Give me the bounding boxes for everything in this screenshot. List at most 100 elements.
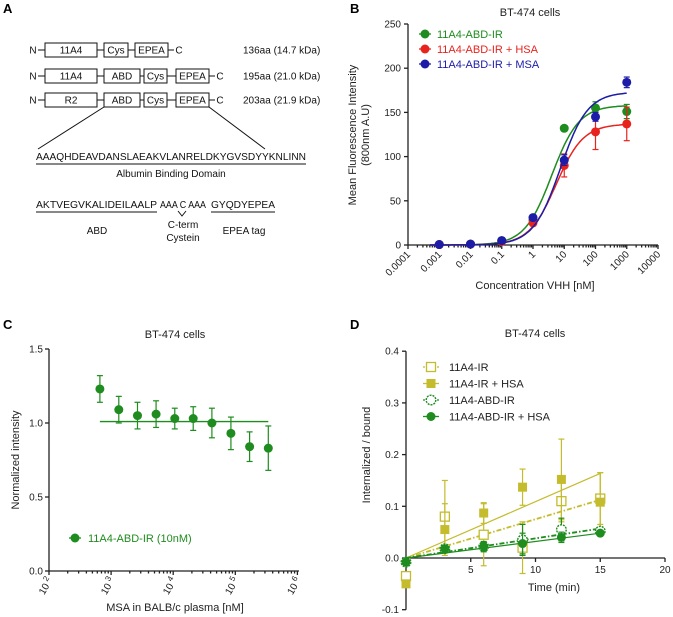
legend-label: 11A4-IR: [449, 362, 489, 374]
y-tick-label: 0.2: [385, 450, 399, 461]
domain-label: ABD: [112, 72, 133, 83]
seq2-linker: AAA C AAA: [160, 200, 206, 211]
series-4: 11A4-ABD-IR + HSA: [401, 412, 605, 567]
domain-label: EPEA: [179, 96, 206, 107]
x-tick-label: 1000: [608, 249, 632, 273]
seq2-abd-label: ABD: [87, 226, 108, 237]
data-point: [478, 529, 489, 540]
panel-a-construct-diagram: A N 11A4 Cys EPEA C 136aa (14.7 kDa) N 11A4 ABD C…: [3, 1, 320, 244]
x-axis-label: MSA in BALB/c plasma [nM]: [106, 602, 244, 614]
legend-marker: [420, 29, 430, 39]
construct-row: N R2 ABD Cys EPEA C 203aa (21.9 kDa): [29, 92, 320, 108]
c-terminus-label: C: [216, 72, 223, 83]
x-tick-label: 10000: [636, 249, 664, 277]
seq2-abd: AKTVEGVKALIDEILAALP: [36, 200, 157, 211]
series-2: 11A4-ABD-IR + HSA: [419, 44, 632, 250]
domain-label: R2: [65, 96, 78, 107]
x-tick-label: 10: [554, 249, 570, 265]
seq2-cys-label-2: Cystein: [166, 233, 199, 244]
y-tick-label: 50: [390, 196, 402, 207]
y-axis-label: Mean Fluorescence Intensity: [347, 64, 359, 205]
panel-d-chart: D BT-474 cells -0.1 0.0 0.1 0.2 0.3 0.4 5 10 15 20…: [350, 317, 671, 616]
panel-label-a: A: [3, 1, 13, 16]
x-tick-label: 0.001: [419, 249, 445, 275]
y-tick-label: 100: [384, 152, 401, 163]
data-point: [114, 405, 124, 415]
data-point: [622, 77, 632, 87]
fit-line: [405, 472, 601, 559]
construct-list: N 11A4 Cys EPEA C 136aa (14.7 kDa) N 11A4 ABD Cys…: [29, 42, 320, 108]
data-point: [226, 428, 236, 438]
domain-label: EPEA: [138, 46, 165, 57]
y-axis-label-unit: (800nm A.U): [360, 104, 372, 166]
tick-exponent: 5: [226, 574, 237, 585]
legend-label: 11A4-ABD-IR + HSA: [449, 412, 551, 424]
abd-sequence: AAAQHDEAVDANSLAEAKVLANRELDKYGVSDYYKNLINN: [36, 152, 306, 163]
data-point: [401, 557, 411, 567]
tick-base: 10: [223, 581, 238, 597]
construct-row: N 11A4 Cys EPEA C 136aa (14.7 kDa): [29, 42, 320, 58]
data-point: [591, 127, 600, 137]
chart-title: BT-474 cells: [505, 328, 566, 340]
domain-label: 11A4: [60, 72, 83, 83]
x-tick-label: 10 5: [221, 574, 242, 597]
panel-b-chart: B BT-474 cells 0 50 100 150 200 250 0.0001 0.001…: [347, 1, 663, 292]
n-terminus-label: N: [29, 72, 36, 83]
series-1: 11A4-ABD-IR (10nM): [69, 375, 273, 545]
tick-exponent: 6: [289, 574, 300, 585]
data-point: [440, 544, 450, 554]
tick-base: 10: [286, 581, 301, 597]
seq2-tag-label: EPEA tag: [223, 226, 266, 237]
data-point: [559, 123, 569, 133]
fit-line: [405, 498, 601, 559]
zoom-line-right: [208, 106, 266, 150]
tick-base: 10: [161, 581, 176, 597]
legend-label: 11A4-ABD-IR (10nM): [88, 533, 192, 545]
x-tick-label: 5: [468, 565, 474, 576]
data-point: [528, 213, 538, 223]
y-tick-label: 0.0: [385, 554, 399, 565]
construct-row: N 11A4 ABD Cys EPEA C 195aa (21.0 kDa): [29, 68, 320, 84]
y-tick-label: 250: [384, 20, 401, 31]
data-point: [595, 528, 605, 538]
cysteine-marker: [177, 210, 187, 217]
y-axis-label: Normalized intensity: [10, 410, 22, 510]
domain-label: EPEA: [179, 72, 206, 83]
data-point: [595, 497, 605, 507]
series-3: 11A4-ABD-IR + MSA: [419, 59, 632, 250]
legend-marker: [426, 412, 436, 421]
c-terminus-label: C: [216, 96, 223, 107]
tick-exponent: 2: [40, 574, 51, 585]
data-point: [400, 570, 412, 582]
data-point: [207, 418, 217, 428]
panel-label-c: C: [3, 317, 13, 332]
data-point: [556, 474, 566, 484]
abd-sequence-label: Albumin Binding Domain: [116, 169, 226, 180]
fit-line: [405, 527, 601, 559]
y-tick-label: 0.1: [385, 502, 399, 513]
x-tick-label: 0.1: [489, 249, 507, 267]
domain-label: Cys: [147, 72, 164, 83]
legend-label: 11A4-IR + HSA: [449, 379, 524, 391]
data-point: [245, 442, 255, 452]
panel-label-b: B: [350, 1, 359, 16]
n-terminus-label: N: [29, 96, 36, 107]
construct-size: 195aa (21.0 kDa): [243, 72, 320, 83]
domain-label: 11A4: [60, 46, 83, 57]
data-point: [559, 155, 569, 165]
data-point: [440, 525, 450, 535]
fit-curve: [429, 123, 627, 246]
x-axis-label: Time (min): [528, 582, 580, 594]
tick-exponent: 3: [102, 574, 113, 585]
x-tick-label: 10 3: [97, 574, 118, 597]
legend-label: 11A4-ABD-IR: [437, 29, 503, 41]
fit-curve: [429, 105, 627, 246]
seq2-tag: GYQDYEPEA: [211, 200, 275, 211]
c-terminus-label: C: [175, 46, 182, 57]
construct-size: 136aa (14.7 kDa): [243, 46, 320, 57]
legend-marker: [420, 59, 430, 69]
x-tick-label: 10 2: [35, 574, 56, 597]
y-tick-label: 0: [395, 241, 401, 252]
